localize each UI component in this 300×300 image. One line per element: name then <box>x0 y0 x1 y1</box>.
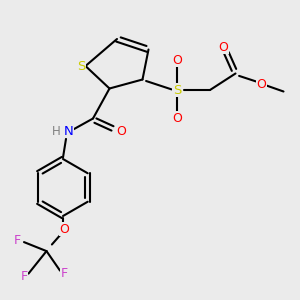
Text: O: O <box>172 53 182 67</box>
Text: O: O <box>257 77 266 91</box>
Text: N: N <box>64 124 73 138</box>
Text: F: F <box>20 270 28 283</box>
Text: O: O <box>219 40 228 54</box>
Text: S: S <box>173 83 181 97</box>
Text: O: O <box>116 124 126 138</box>
Text: O: O <box>60 223 69 236</box>
Text: H: H <box>52 124 61 138</box>
Text: F: F <box>61 267 68 280</box>
Text: F: F <box>14 234 21 247</box>
Text: O: O <box>172 112 182 125</box>
Text: S: S <box>77 59 85 73</box>
